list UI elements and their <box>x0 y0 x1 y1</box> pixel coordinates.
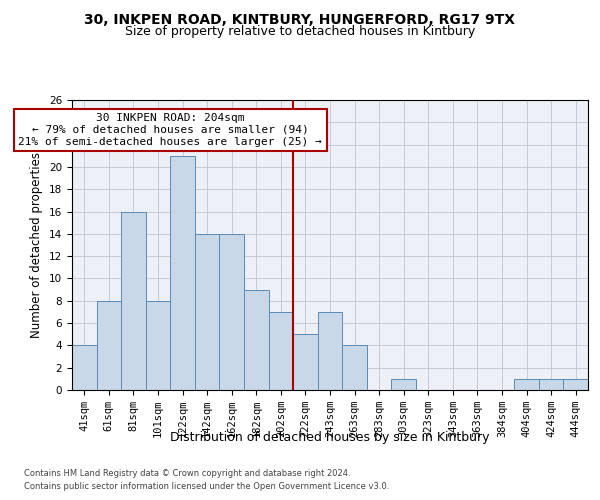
Text: 30 INKPEN ROAD: 204sqm
← 79% of detached houses are smaller (94)
21% of semi-det: 30 INKPEN ROAD: 204sqm ← 79% of detached… <box>19 114 322 146</box>
Y-axis label: Number of detached properties: Number of detached properties <box>31 152 43 338</box>
Bar <box>391 379 416 390</box>
Bar <box>563 379 588 390</box>
Text: Contains HM Land Registry data © Crown copyright and database right 2024.: Contains HM Land Registry data © Crown c… <box>24 468 350 477</box>
Bar <box>342 346 367 390</box>
Bar <box>318 312 342 390</box>
Text: Distribution of detached houses by size in Kintbury: Distribution of detached houses by size … <box>170 431 490 444</box>
Bar <box>220 234 244 390</box>
Text: 30, INKPEN ROAD, KINTBURY, HUNGERFORD, RG17 9TX: 30, INKPEN ROAD, KINTBURY, HUNGERFORD, R… <box>85 12 515 26</box>
Bar <box>146 301 170 390</box>
Text: Size of property relative to detached houses in Kintbury: Size of property relative to detached ho… <box>125 25 475 38</box>
Bar <box>269 312 293 390</box>
Bar <box>293 334 318 390</box>
Text: Contains public sector information licensed under the Open Government Licence v3: Contains public sector information licen… <box>24 482 389 491</box>
Bar <box>97 301 121 390</box>
Bar <box>72 346 97 390</box>
Bar <box>195 234 220 390</box>
Bar <box>121 212 146 390</box>
Bar <box>244 290 269 390</box>
Bar <box>539 379 563 390</box>
Bar <box>170 156 195 390</box>
Bar <box>514 379 539 390</box>
